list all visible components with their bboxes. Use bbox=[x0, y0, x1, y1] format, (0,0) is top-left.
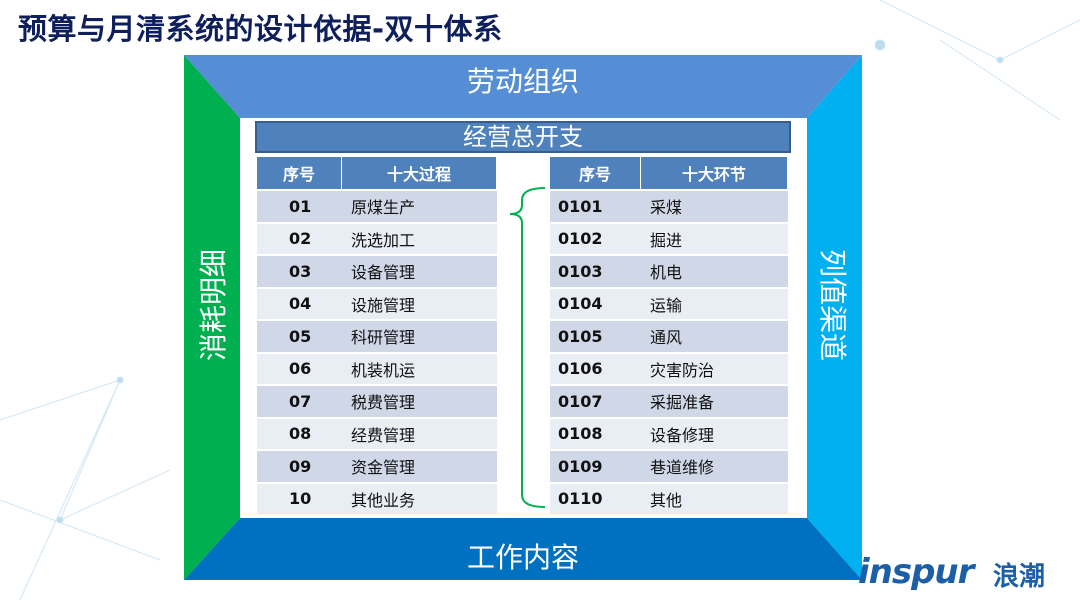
row-seq: 03 bbox=[257, 256, 342, 287]
frame-right bbox=[807, 55, 862, 580]
table-row: 04 设施管理 bbox=[257, 288, 497, 319]
row-seq: 0105 bbox=[550, 321, 641, 352]
row-seq: 0110 bbox=[550, 483, 641, 514]
table-row: 0110 其他 bbox=[550, 483, 788, 514]
row-name: 原煤生产 bbox=[342, 191, 497, 222]
row-seq: 0108 bbox=[550, 418, 641, 449]
row-name: 采掘准备 bbox=[641, 386, 788, 417]
row-name: 经费管理 bbox=[342, 418, 497, 449]
brace bbox=[509, 187, 546, 508]
row-seq: 08 bbox=[257, 418, 342, 449]
banner-total-expense: 经营总开支 bbox=[255, 121, 791, 153]
label-value-channel: 列值渠道 bbox=[816, 248, 849, 362]
frame-left bbox=[184, 55, 240, 580]
table-row: 0108 设备修理 bbox=[550, 418, 788, 449]
table-row: 07 税费管理 bbox=[257, 386, 497, 417]
inspur-logo-cn: 浪潮 bbox=[993, 562, 1046, 592]
row-name: 设备管理 bbox=[342, 256, 497, 287]
row-name: 巷道维修 bbox=[641, 451, 788, 482]
row-seq: 06 bbox=[257, 353, 342, 384]
header-process: 十大过程 bbox=[342, 157, 497, 189]
table-row: 0109 巷道维修 bbox=[550, 451, 788, 482]
row-name: 其他 bbox=[641, 483, 788, 514]
row-name: 运输 bbox=[641, 288, 788, 319]
row-seq: 0102 bbox=[550, 223, 641, 254]
table-row: 05 科研管理 bbox=[257, 321, 497, 352]
row-seq: 0103 bbox=[550, 256, 641, 287]
link-table: 序号 十大环节 0101 采煤 0102 掘进 0103 机电 0104 运输 0105 通风 01… bbox=[550, 155, 788, 516]
table-row: 08 经费管理 bbox=[257, 418, 497, 449]
row-seq: 10 bbox=[257, 483, 342, 514]
process-table: 序号 十大过程 01 原煤生产 02 洗选加工 03 设备管理 04 设施管理 05 科研管理 06… bbox=[257, 155, 497, 516]
table-row: 03 设备管理 bbox=[257, 256, 497, 287]
row-name: 机装机运 bbox=[342, 353, 497, 384]
table-row: 0105 通风 bbox=[550, 321, 788, 352]
label-labor-organization: 劳动组织 bbox=[466, 65, 579, 98]
table-row: 0107 采掘准备 bbox=[550, 386, 788, 417]
label-consumption-detail: 消耗明细 bbox=[197, 248, 230, 362]
header-link: 十大环节 bbox=[641, 157, 788, 189]
table-row: 0103 机电 bbox=[550, 256, 788, 287]
table-row: 09 资金管理 bbox=[257, 451, 497, 482]
row-name: 税费管理 bbox=[342, 386, 497, 417]
table-row: 0101 采煤 bbox=[550, 191, 788, 222]
row-seq: 0104 bbox=[550, 288, 641, 319]
table-row: 0102 掘进 bbox=[550, 223, 788, 254]
row-seq: 02 bbox=[257, 223, 342, 254]
row-name: 设施管理 bbox=[342, 288, 497, 319]
row-name: 采煤 bbox=[641, 191, 788, 222]
label-work-content: 工作内容 bbox=[466, 541, 579, 574]
frame-bottom bbox=[184, 518, 862, 580]
row-seq: 07 bbox=[257, 386, 342, 417]
row-seq: 0107 bbox=[550, 386, 641, 417]
frame-top bbox=[184, 55, 862, 118]
row-name: 机电 bbox=[641, 256, 788, 287]
row-name: 科研管理 bbox=[342, 321, 497, 352]
row-name: 设备修理 bbox=[641, 418, 788, 449]
table-row: 06 机装机运 bbox=[257, 353, 497, 384]
row-seq: 0101 bbox=[550, 191, 641, 222]
row-seq: 04 bbox=[257, 288, 342, 319]
table-row: 0106 灾害防治 bbox=[550, 353, 788, 384]
row-name: 通风 bbox=[641, 321, 788, 352]
row-seq: 09 bbox=[257, 451, 342, 482]
row-seq: 0106 bbox=[550, 353, 641, 384]
table-row: 02 洗选加工 bbox=[257, 223, 497, 254]
row-name: 资金管理 bbox=[342, 451, 497, 482]
row-seq: 0109 bbox=[550, 451, 641, 482]
row-seq: 05 bbox=[257, 321, 342, 352]
row-name: 灾害防治 bbox=[641, 353, 788, 384]
row-name: 洗选加工 bbox=[342, 223, 497, 254]
row-name: 掘进 bbox=[641, 223, 788, 254]
header-seq: 序号 bbox=[257, 157, 342, 189]
table-row: 0104 运输 bbox=[550, 288, 788, 319]
row-seq: 01 bbox=[257, 191, 342, 222]
table-row: 01 原煤生产 bbox=[257, 191, 497, 222]
row-name: 其他业务 bbox=[342, 483, 497, 514]
page-title: 预算与月清系统的设计依据-双十体系 bbox=[18, 12, 503, 46]
header-seq: 序号 bbox=[550, 157, 641, 189]
inspur-logo: inspur bbox=[858, 552, 974, 592]
table-row: 10 其他业务 bbox=[257, 483, 497, 514]
